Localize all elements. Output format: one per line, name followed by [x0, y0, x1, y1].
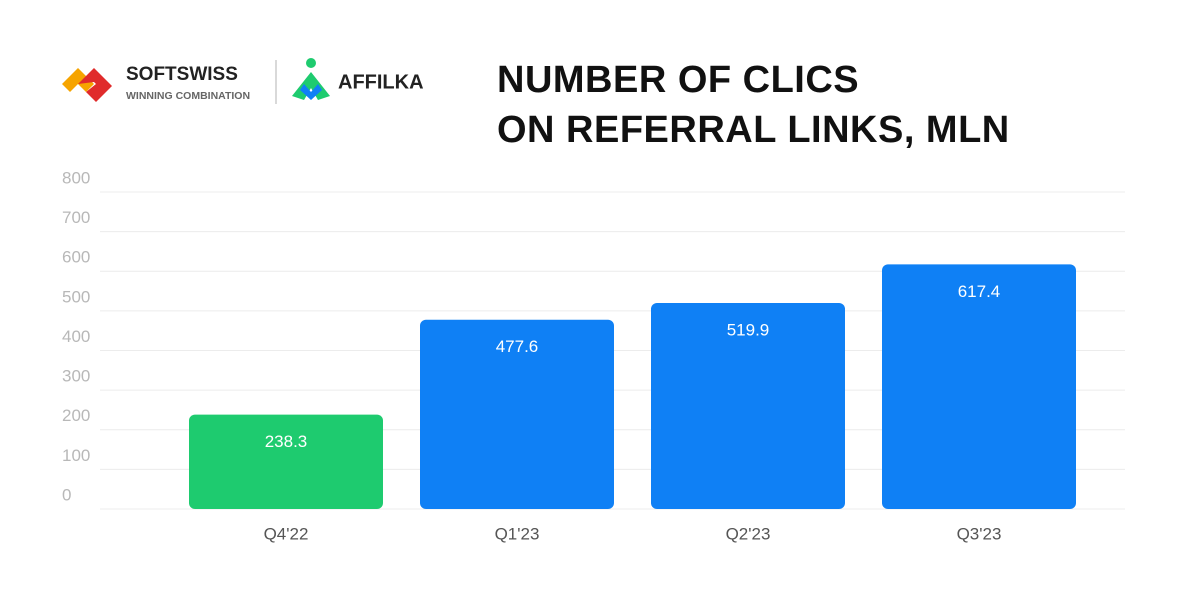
- y-tick-label: 200: [62, 406, 90, 425]
- y-tick-label: 400: [62, 327, 90, 346]
- x-tick-label: Q2'23: [726, 524, 771, 543]
- y-tick-label: 100: [62, 446, 90, 465]
- logo-shape: [62, 68, 94, 92]
- bar: [651, 302, 845, 509]
- logo-name: AFFILKA: [338, 71, 424, 93]
- value-label: 519.9: [727, 320, 770, 339]
- logo-shape: [306, 58, 316, 68]
- x-tick-label: Q1'23: [495, 524, 540, 543]
- y-tick-label: 700: [62, 208, 90, 227]
- softswiss-logo: SOFTSWISS WINNING COMBINATION: [62, 64, 250, 102]
- chart-title: NUMBER OF CLICS: [497, 59, 859, 101]
- x-tick-label: Q3'23: [957, 524, 1002, 543]
- y-tick-label: 600: [62, 248, 90, 267]
- value-label: 477.6: [496, 337, 539, 356]
- x-tick-label: Q4'22: [264, 524, 309, 543]
- value-label: 238.3: [265, 432, 308, 451]
- y-tick-label: 500: [62, 287, 90, 306]
- bar: [189, 414, 383, 509]
- affilka-logo: AFFILKA: [292, 58, 424, 100]
- y-tick-label: 800: [62, 168, 90, 187]
- logo-tagline: WINNING COMBINATION: [126, 90, 250, 102]
- logo-shape: [300, 84, 322, 100]
- logo-shape: [292, 72, 330, 100]
- logo-name: SOFTSWISS: [126, 64, 238, 85]
- value-label: 617.4: [958, 282, 1001, 301]
- y-tick-label: 0: [62, 485, 71, 504]
- bar: [882, 264, 1076, 509]
- y-tick-label: 300: [62, 367, 90, 386]
- chart-title: ON REFERRAL LINKS, MLN: [497, 109, 1010, 151]
- bar: [420, 319, 614, 509]
- logo-shape: [78, 68, 112, 102]
